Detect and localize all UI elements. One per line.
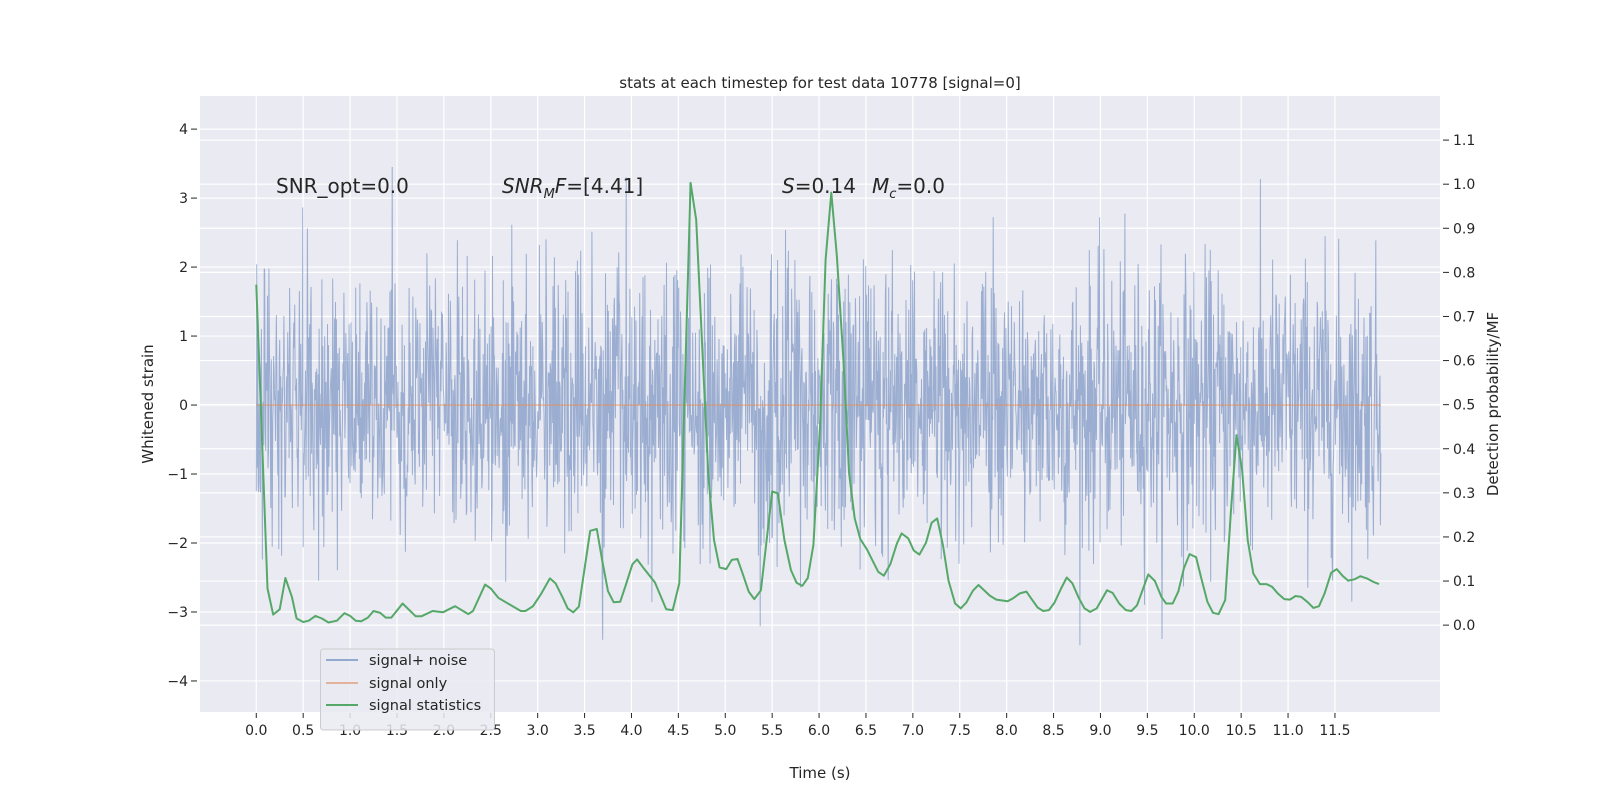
x-tick-label: 6.0 (808, 723, 830, 739)
signal-noise-line (255, 166, 1382, 646)
y-tick-label: −2 (167, 536, 188, 552)
x-tick-label: 0.5 (292, 723, 314, 739)
x-tick-label: 10.5 (1226, 723, 1257, 739)
y-right-tick-label: 1.1 (1453, 133, 1475, 149)
y-right-tick-label: 0.0 (1453, 618, 1475, 634)
x-tick-label: 11.5 (1319, 723, 1350, 739)
grid (200, 96, 1440, 712)
x-tick-label: 5.0 (714, 723, 736, 739)
x-tick-label: 7.5 (949, 723, 971, 739)
x-tick-label: 5.5 (761, 723, 783, 739)
mc-base: M (872, 174, 889, 198)
annotation-snr-opt: SNR_opt=0.0 (276, 174, 409, 198)
s-value: =0.14 (795, 174, 856, 198)
snr-mf-base: SNR (502, 174, 544, 198)
x-tick-label: 4.0 (620, 723, 642, 739)
mc-value: =0.0 (896, 174, 945, 198)
y-right-tick-label: 0.4 (1453, 442, 1475, 458)
x-axis-label: Time (s) (789, 764, 851, 782)
x-tick-label: 3.5 (573, 723, 595, 739)
legend: signal+ noise signal only signal statist… (320, 648, 495, 731)
legend-label-noise: signal+ noise (369, 653, 467, 669)
y-right-tick-label: 1.0 (1453, 177, 1475, 193)
x-tick-label: 4.5 (667, 723, 689, 739)
x-tick-label: 6.5 (855, 723, 877, 739)
s-base: S (782, 174, 795, 198)
y-axis-label: Whitened strain (139, 344, 157, 463)
x-tick-label: 10.0 (1179, 723, 1210, 739)
y-tick-label: −1 (167, 467, 188, 483)
y-tick-label: 4 (179, 122, 188, 138)
x-tick-label: 7.0 (902, 723, 924, 739)
y-right-tick-label: 0.7 (1453, 309, 1475, 325)
legend-label-signal: signal only (369, 676, 448, 692)
y-right-tick-label: 0.3 (1453, 486, 1475, 502)
annotation-s: S=0.14 (782, 174, 856, 198)
y-tick-label: 1 (179, 329, 188, 345)
y-tick-label: 2 (179, 260, 188, 276)
y-right-tick-label: 0.5 (1453, 398, 1475, 414)
y-tick-label: −3 (167, 605, 188, 621)
y-axis-right-label: Detection probability/MF (1484, 312, 1502, 496)
y-right-tick-label: 0.1 (1453, 574, 1475, 590)
y-right-tick-label: 0.2 (1453, 530, 1475, 546)
snr-mf-rest: F (555, 174, 567, 198)
y-right-tick-label: 0.9 (1453, 221, 1475, 237)
snr-mf-sub: M (544, 187, 555, 202)
snr-mf-value: =[4.41] (566, 174, 643, 198)
x-tick-label: 0.0 (245, 723, 267, 739)
y-right-tick-label: 0.8 (1453, 265, 1475, 281)
legend-box (320, 648, 495, 731)
annotation-snr-mf: SNRMF=[4.41] (502, 174, 643, 202)
x-tick-label: 9.0 (1089, 723, 1111, 739)
x-tick-label: 8.5 (1042, 723, 1064, 739)
x-tick-label: 3.0 (527, 723, 549, 739)
mc-sub: c (889, 187, 896, 202)
chart-title: stats at each timestep for test data 107… (619, 74, 1020, 92)
x-tick-label: 11.0 (1272, 723, 1303, 739)
y-tick-label: −4 (167, 674, 188, 690)
signal-statistics-line (255, 181, 1380, 624)
annotation-mc: Mc=0.0 (872, 174, 945, 202)
ticks: 0.0 0.5 1.0 1.5 2.0 2.5 3.0 3.5 4.0 4.5 5.0 5.5 6.0 6… (167, 122, 1475, 739)
y-tick-label: 3 (179, 191, 188, 207)
legend-label-stats: signal statistics (369, 698, 481, 714)
y-right-tick-label: 0.6 (1453, 354, 1475, 370)
x-tick-label: 9.5 (1136, 723, 1158, 739)
y-tick-label: 0 (179, 398, 188, 414)
x-tick-label: 8.0 (996, 723, 1018, 739)
